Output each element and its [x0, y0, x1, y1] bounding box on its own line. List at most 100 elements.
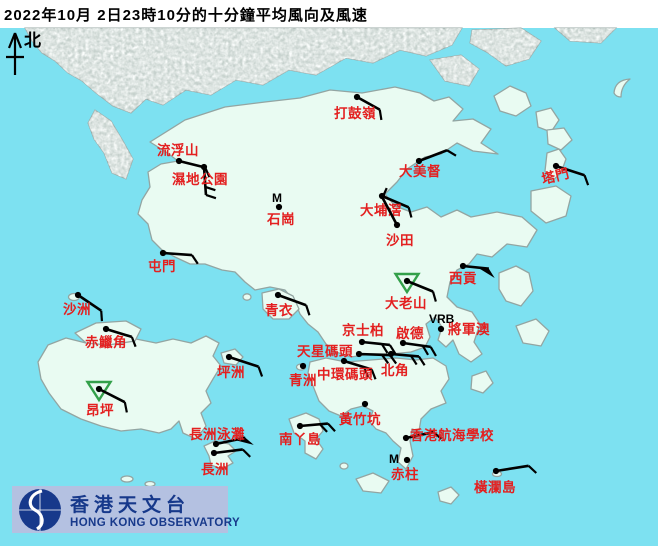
- peninsula-ko-lau-wan: [530, 185, 572, 224]
- wind-barb-staff: [358, 352, 391, 357]
- north-arrow: [6, 32, 24, 75]
- station-lamma-island: 南丫島: [279, 422, 336, 447]
- station-dot: [353, 93, 361, 101]
- wind-barb-tick: [205, 185, 216, 192]
- station-sha-tin: 沙田: [381, 187, 414, 248]
- station-dot: [358, 338, 366, 346]
- wind-barb-staff: [390, 352, 420, 358]
- wind-barb-tick: [319, 423, 328, 433]
- station-peng-chau: 坪洲: [217, 353, 264, 380]
- wind-barb-tick: [583, 174, 590, 186]
- station-north-point: 北角: [381, 350, 426, 378]
- station-flag-text: VRB: [429, 312, 455, 326]
- station-dot: [102, 325, 110, 333]
- wind-barb-tick: [378, 109, 383, 121]
- station-dot: [355, 350, 363, 358]
- observatory-logo-icon: [19, 488, 61, 531]
- station-label: 流浮山: [157, 142, 199, 158]
- island-kat-o: [493, 85, 532, 117]
- observatory-name-chinese: 香港天文台: [70, 495, 191, 516]
- wind-barb-tick: [257, 366, 264, 377]
- station-wong-chuk-hang: 黃竹坑: [338, 400, 381, 427]
- station-label: 濕地公園: [172, 171, 228, 187]
- wind-barb-tick: [446, 149, 457, 157]
- wind-barb-staff: [356, 95, 381, 111]
- wind-barb-staff: [105, 327, 133, 339]
- wind-barb-tick: [421, 345, 430, 356]
- wind-barb-staff: [98, 387, 126, 404]
- island-airport-chek-lap-kok: [74, 320, 142, 346]
- station-tates-cairn: 大老山: [385, 272, 437, 311]
- station-dot: [403, 277, 411, 285]
- island-ma-wan: [242, 293, 252, 301]
- wind-barb-staff: [462, 264, 489, 271]
- wind-barb-staff: [299, 422, 329, 428]
- island-double-haven-1: [535, 107, 560, 133]
- station-flag-text: M: [272, 191, 282, 205]
- wind-barb-tick: [363, 366, 369, 378]
- observatory-name-english: HONG KONG OBSERVATORY: [70, 517, 241, 529]
- station-tuen-mun: 屯門: [148, 249, 199, 274]
- wind-barb-tick: [327, 422, 336, 432]
- station-label: 京士柏: [342, 322, 384, 338]
- station-shek-kong: M 石崗: [266, 191, 295, 227]
- station-dot: [459, 262, 467, 270]
- wind-barb-staff: [343, 359, 373, 371]
- station-label: 沙田: [386, 233, 414, 248]
- hong-kong-landmasses: [37, 78, 631, 505]
- station-tai-mei-tuk: 大美督: [399, 149, 457, 179]
- station-dot: [200, 163, 208, 171]
- station-dot: [275, 203, 283, 211]
- station-label: 大美督: [399, 163, 441, 179]
- wind-barb-staff: [381, 194, 410, 209]
- station-label: 塔門: [540, 165, 571, 187]
- station-label: 青洲: [289, 372, 317, 388]
- wind-barb-staff: [381, 197, 399, 226]
- station-dot: [74, 291, 82, 299]
- station-label: 中環碼頭: [317, 366, 373, 382]
- station-dot: [225, 353, 233, 361]
- station-flag-text: M: [389, 452, 399, 466]
- station-dot: [340, 357, 348, 365]
- wind-barb-staff: [228, 355, 259, 368]
- title-strip: [0, 0, 658, 28]
- station-label: 昂坪: [86, 403, 114, 418]
- station-dot: [274, 291, 282, 299]
- station-label: 沙洲: [63, 302, 91, 317]
- station-label: 黃竹坑: [338, 411, 381, 427]
- station-dot: [437, 325, 445, 333]
- station-dot: [299, 362, 307, 370]
- station-tsing-yi: 青衣: [265, 291, 311, 318]
- island-tsing-yi: [261, 288, 300, 320]
- station-dot: [552, 162, 560, 170]
- station-label: 天星碼頭: [297, 344, 353, 359]
- wind-barb-staff: [277, 293, 307, 307]
- wind-barb-staff: [77, 293, 102, 312]
- station-dot: [296, 422, 304, 430]
- wind-barb-tick: [130, 336, 137, 348]
- station-star-ferry-pier: 天星碼頭: [297, 344, 398, 365]
- station-cheung-chau-beach: 長洲泳灘: [189, 426, 254, 448]
- station-label: 長洲: [201, 462, 229, 477]
- wind-barb-tick: [431, 291, 437, 302]
- station-dot: [361, 400, 369, 408]
- islet-soko-1: [120, 475, 134, 483]
- page-title: 2022年10月 2日23時10分的十分鐘平均風向及風速: [4, 7, 368, 24]
- island-ping-chau-crescent: [613, 78, 631, 98]
- station-dot: [212, 440, 220, 448]
- wind-barb-tick: [417, 355, 426, 366]
- station-dot: [492, 467, 500, 475]
- station-wetland-park: 濕地公園: [172, 163, 228, 200]
- wind-barb-tick: [429, 346, 437, 357]
- wind-barb-staff: [215, 436, 246, 446]
- station-tap-mun: 塔門: [540, 162, 590, 187]
- wind-barb-flag: [234, 437, 254, 445]
- station-dot: [159, 249, 167, 257]
- station-label: 屯門: [148, 258, 176, 274]
- wind-barb-tick: [100, 310, 104, 322]
- station-kings-park: 京士柏: [342, 322, 397, 355]
- wind-barb-staff: [178, 159, 206, 169]
- wind-barb-staff: [402, 341, 431, 349]
- station-dot: [415, 157, 423, 165]
